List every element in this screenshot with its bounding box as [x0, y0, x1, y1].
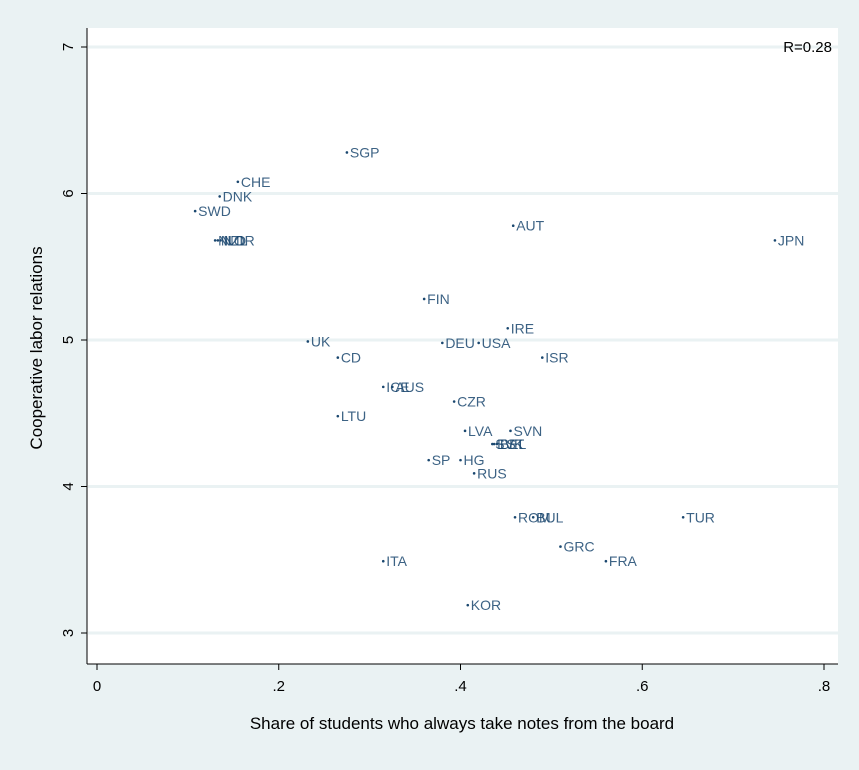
y-tick-label: 7 [60, 43, 77, 51]
data-point [559, 545, 562, 548]
data-point-label: AUT [516, 218, 544, 234]
data-point-label: ISR [545, 350, 568, 366]
data-point [345, 151, 349, 154]
data-point-label: CHE [241, 174, 271, 190]
x-tick-label: 0 [93, 678, 101, 695]
data-point-label: BUL [536, 509, 563, 525]
data-point-label: ICE [386, 379, 409, 395]
data-point [604, 559, 608, 563]
data-point-label: BEL [500, 436, 527, 452]
data-point [472, 472, 476, 475]
data-point [218, 195, 221, 198]
data-point [193, 209, 197, 213]
y-tick-label: 6 [60, 189, 77, 197]
data-point [306, 340, 310, 343]
data-point-label: HG [464, 452, 485, 468]
data-point-label: NZL [221, 232, 248, 248]
data-point [495, 442, 499, 446]
x-tick-label: .8 [818, 678, 831, 695]
data-point-label: SP [432, 452, 451, 468]
data-point [219, 239, 222, 242]
data-point-label: JPN [778, 232, 804, 248]
data-point [213, 239, 217, 242]
data-point [336, 414, 340, 418]
data-point-label: NOR [224, 232, 255, 248]
data-point-label: CZR [457, 394, 486, 410]
data-point [236, 180, 240, 184]
x-tick-label: .2 [272, 678, 285, 695]
data-point [491, 442, 494, 446]
data-point [427, 458, 430, 462]
data-point [509, 429, 512, 433]
r-annotation: R=0.28 [783, 39, 832, 56]
data-point-label: TUR [686, 509, 715, 525]
data-point-label: CD [341, 350, 361, 366]
data-point [773, 239, 777, 242]
data-point-label: RUS [477, 465, 507, 481]
data-point-label: SWD [198, 203, 231, 219]
data-point-label: LTU [341, 408, 366, 424]
data-point [459, 458, 462, 462]
data-point [216, 239, 220, 242]
y-tick-label: 3 [60, 629, 77, 637]
y-axis-title: Cooperative labor relations [27, 246, 46, 449]
data-point-label: KOR [471, 597, 501, 613]
data-point [336, 356, 340, 359]
data-point [506, 326, 510, 330]
x-tick-label: .6 [636, 678, 649, 695]
data-point [540, 356, 544, 359]
gridlines [88, 45, 838, 635]
data-point [466, 603, 470, 607]
y-ticks: 3 4 5 6 7 [60, 43, 87, 637]
axes [86, 28, 838, 665]
data-point-label: DEU [445, 335, 475, 351]
data-point-label: FIN [427, 291, 450, 307]
data-point-label: GRC [563, 539, 594, 555]
data-point [681, 515, 685, 519]
data-point-label: LVA [468, 423, 493, 439]
data-point-label: SVK [495, 436, 524, 452]
y-tick-label: 5 [60, 336, 77, 344]
data-point [477, 341, 480, 345]
data-point-label: IRE [511, 320, 534, 336]
data-point [422, 297, 426, 301]
data-point [441, 341, 444, 345]
data-point-label: DNK [223, 188, 253, 204]
data-point [463, 429, 467, 433]
data-point-label: USA [482, 335, 511, 351]
data-point-label: FRA [609, 553, 638, 569]
data-point-label: UK [311, 333, 331, 349]
data-point [492, 442, 496, 446]
x-axis-title: Share of students who always take notes … [250, 714, 674, 733]
data-point [381, 385, 385, 389]
data-point [452, 400, 456, 403]
data-point-label: SGP [350, 144, 380, 160]
data-point-label: EST [497, 436, 525, 452]
y-tick-label: 4 [60, 482, 77, 490]
data-point [391, 385, 394, 389]
data-point-label: AUS [395, 379, 424, 395]
data-point [513, 515, 517, 519]
data-point-label: NLD [218, 232, 246, 248]
x-tick-label: .4 [454, 678, 467, 695]
data-point-label: ITA [386, 553, 407, 569]
data-point-label: SVN [513, 423, 542, 439]
data-point [531, 515, 535, 519]
data-point [511, 224, 515, 228]
plot-area [87, 28, 838, 664]
data-point [381, 559, 385, 563]
x-ticks: 0 .2 .4 .6 .8 [93, 664, 830, 695]
